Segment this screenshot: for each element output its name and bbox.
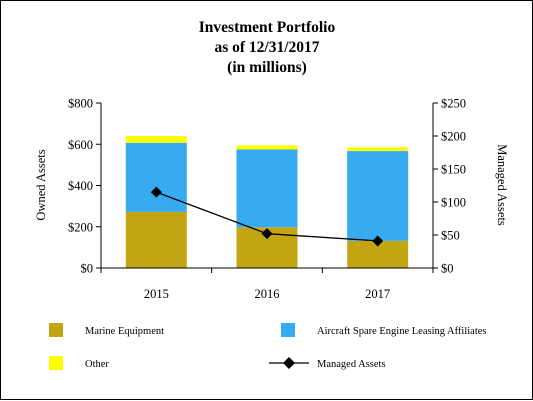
chart-title: Investment Portfolio as of 12/31/2017 (i…: [199, 19, 336, 76]
y-right-tick-label: $250: [441, 97, 466, 111]
legend-label-aircraft-spare-engine: Aircraft Spare Engine Leasing Affiliates: [317, 326, 487, 337]
y-right-tick-label: $150: [441, 163, 466, 177]
y-left-tick-label: $400: [68, 179, 93, 193]
y-right-tick-label: $50: [441, 229, 460, 243]
x-tick-label-2017: 2017: [365, 287, 390, 301]
y-axis-right-label: Managed Assets: [495, 144, 509, 226]
legend-swatch-other: [49, 356, 63, 370]
y-left-tick-label: $600: [68, 138, 93, 152]
bar-other-2015: [125, 136, 187, 143]
bar-aircraft-spare-engine-leasing-affiliates-2015: [125, 142, 187, 212]
bar-marine-equipment-2015: [125, 211, 187, 268]
legend-label-managed-assets: Managed Assets: [317, 359, 386, 370]
x-tick-label-2016: 2016: [255, 287, 280, 301]
chart-title-line-1: Investment Portfolio: [199, 19, 336, 36]
managed-assets-line-layer: [150, 186, 384, 247]
x-tick-label-2015: 2015: [144, 287, 169, 301]
axes-layer: [96, 102, 438, 273]
chart-title-line-3: (in millions): [227, 59, 307, 76]
legend: Marine Equipment Aircraft Spare Engine L…: [49, 323, 487, 370]
managed-assets-point-2016: [261, 228, 273, 240]
y-left-tick-label: $0: [81, 262, 94, 276]
legend-label-marine-equipment: Marine Equipment: [85, 326, 164, 337]
bar-layer: [125, 136, 409, 268]
bar-aircraft-spare-engine-leasing-affiliates-2016: [236, 149, 298, 228]
y-axis-left-label: Owned Assets: [34, 149, 48, 220]
bar-aircraft-spare-engine-leasing-affiliates-2017: [347, 151, 409, 241]
managed-assets-point-2017: [372, 235, 384, 247]
y-right-tick-label: $200: [441, 130, 466, 144]
legend-swatch-aircraft-spare-engine: [281, 323, 295, 337]
chart-title-line-2: as of 12/31/2017: [214, 39, 319, 56]
managed-assets-point-2015: [150, 186, 162, 198]
y-left-tick-label: $800: [68, 97, 93, 111]
y-right-tick-label: $0: [441, 262, 454, 276]
legend-marker-managed-assets: [283, 357, 295, 369]
y-right-tick-label: $100: [441, 196, 466, 210]
y-left-tick-label: $200: [68, 220, 93, 234]
legend-label-other: Other: [85, 359, 109, 370]
tick-label-layer: $0 $200 $400 $600 $800 $0 $50 $100 $150 $200 $250 2…: [68, 97, 466, 302]
bar-other-2017: [347, 147, 409, 151]
legend-swatch-marine-equipment: [49, 323, 63, 337]
bar-other-2016: [236, 145, 298, 150]
